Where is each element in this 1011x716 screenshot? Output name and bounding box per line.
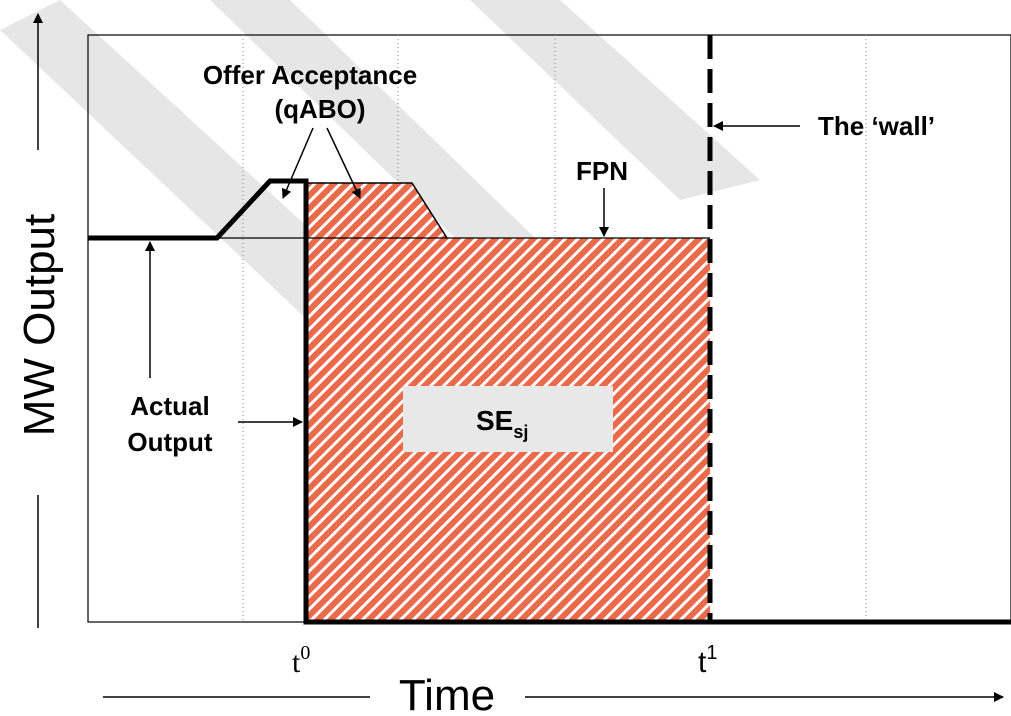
offer-acceptance-arrow-right [326,127,361,199]
actual-output-label-line1: Actual [130,391,209,421]
y-axis-title: MW Output [15,214,64,437]
offer-acceptance-outline [305,182,448,239]
x-axis-title: Time [399,671,495,711]
tick-t1: t1 [698,642,717,679]
actual-output-line [88,178,1011,625]
se-label-box [403,386,613,452]
the-wall-label: The ‘wall’ [818,111,935,141]
offer-acceptance-label-line2: (qABO) [275,94,366,124]
offer-acceptance-label-line1: Offer Acceptance [203,60,417,90]
se-label: SEsj [476,405,528,442]
tick-t0: t0 [292,642,310,679]
offer-acceptance-arrow-left [281,127,314,199]
fpn-label: FPN [576,156,628,186]
actual-output-label-line2: Output [127,427,213,457]
